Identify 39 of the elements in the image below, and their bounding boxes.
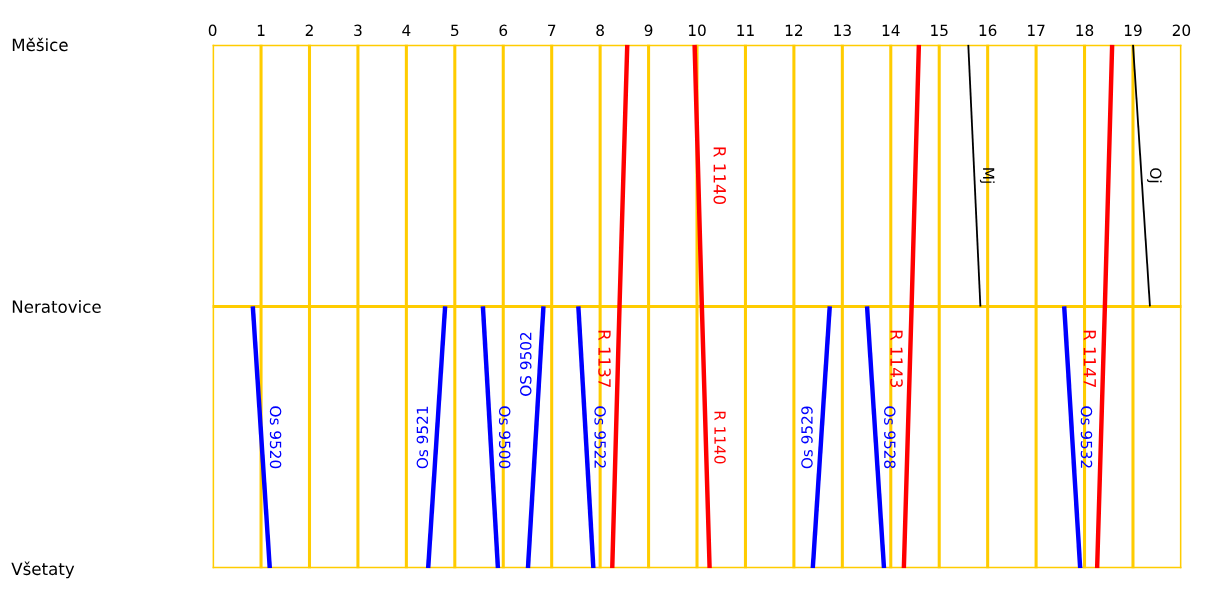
text: Os 9528 xyxy=(884,406,896,469)
text: Os 9529 xyxy=(801,406,813,469)
text: Os 9522 xyxy=(594,406,606,468)
text: Os 9532 xyxy=(1080,406,1093,468)
x-tick-label: 12 xyxy=(785,24,803,36)
text: Os 9521 xyxy=(416,406,429,469)
annotation: R 1140 xyxy=(713,147,727,205)
x-tick-label: 14 xyxy=(882,24,900,36)
x-tick-label: 19 xyxy=(1124,24,1142,37)
text: R 1140 xyxy=(714,411,726,464)
x-tick-label: 4 xyxy=(402,24,411,36)
x-tick-label: 3 xyxy=(354,24,362,37)
x-tick-label: 16 xyxy=(979,24,997,37)
text: Mj xyxy=(979,168,995,183)
y-tick-label: Všetaty xyxy=(11,561,75,579)
x-tick-label: 17 xyxy=(1028,24,1045,36)
x-tick-label: 20 xyxy=(1172,24,1191,37)
x-tick-label: 18 xyxy=(1076,24,1094,37)
x-tick-label: 1 xyxy=(257,24,265,36)
text: OS 9502 xyxy=(519,332,532,396)
x-tick-label: 13 xyxy=(834,24,851,37)
x-tick-label: 10 xyxy=(688,24,706,37)
x-tick-label: 6 xyxy=(499,24,508,37)
text: Oj xyxy=(1147,168,1162,183)
text: Os 9520 xyxy=(269,406,282,469)
y-tick-label: Neratovice xyxy=(12,300,101,313)
text: Os 9500 xyxy=(498,406,511,469)
x-tick-label: 11 xyxy=(737,24,754,36)
x-tick-label: 0 xyxy=(208,24,217,37)
y-tick-label: Měšice xyxy=(12,37,68,52)
x-tick-label: 2 xyxy=(305,24,313,36)
x-tick-label: 9 xyxy=(644,24,653,37)
x-tick-label: 5 xyxy=(451,24,459,37)
x-tick-label: 7 xyxy=(548,24,556,36)
text: R 1143 xyxy=(890,330,903,388)
text: R 1137 xyxy=(598,330,611,388)
x-tick-label: 15 xyxy=(931,24,948,37)
x-tick-label: 8 xyxy=(596,24,604,37)
text: R 1147 xyxy=(1083,330,1096,388)
